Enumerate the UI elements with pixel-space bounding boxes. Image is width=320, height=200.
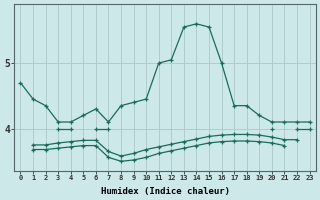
X-axis label: Humidex (Indice chaleur): Humidex (Indice chaleur) <box>100 187 229 196</box>
